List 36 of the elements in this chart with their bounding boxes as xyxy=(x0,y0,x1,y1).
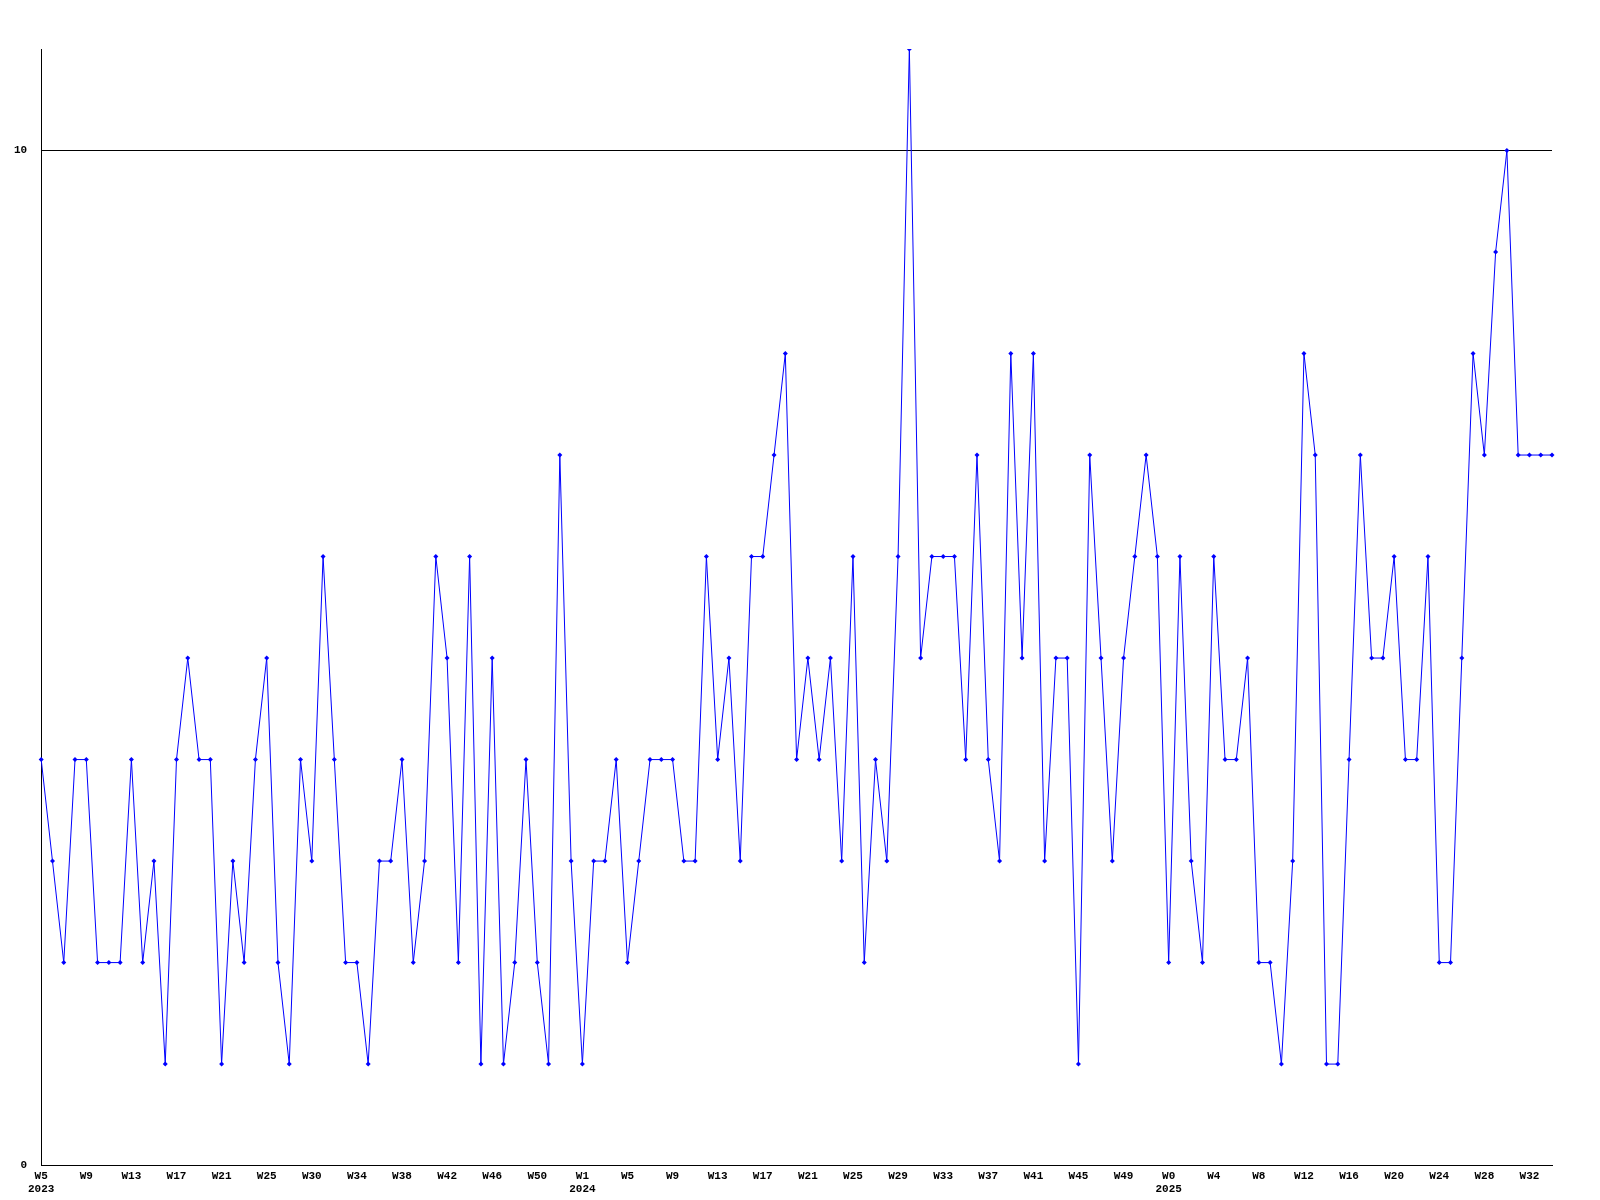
x-tick-label: W25 xyxy=(843,1169,864,1182)
x-tick-label: W5 xyxy=(620,1169,635,1182)
x-tick-label: W24 xyxy=(1429,1169,1450,1182)
x-tick-label: W34 xyxy=(346,1169,368,1182)
x-tick-label: W16 xyxy=(1339,1169,1359,1182)
x-tick-label: W46 xyxy=(482,1169,503,1182)
x-tick-label: W5 2023 xyxy=(28,1169,55,1196)
x-tick-label: W28 xyxy=(1474,1169,1495,1182)
x-tick-label: W20 xyxy=(1384,1169,1405,1182)
x-tick-label: W33 xyxy=(933,1169,954,1182)
x-tick-label: W50 xyxy=(527,1169,548,1182)
x-tick-label: W21 xyxy=(797,1169,819,1182)
x-tick-label: W13 xyxy=(707,1169,728,1182)
y-tick-label: 0 xyxy=(20,1159,28,1172)
x-tick-label: W17 xyxy=(166,1169,187,1182)
x-tick-label: W4 xyxy=(1207,1169,1221,1182)
y-tick-label: 10 xyxy=(14,144,28,157)
x-tick-label: W9 xyxy=(79,1169,93,1182)
x-tick-label: W32 xyxy=(1519,1169,1540,1182)
x-tick-label: W12 xyxy=(1294,1169,1314,1182)
x-tick-label: W1 2024 xyxy=(569,1169,596,1196)
x-tick-label: W8 xyxy=(1252,1169,1266,1182)
x-tick-label: W42 xyxy=(437,1169,457,1182)
x-tick-label: W13 xyxy=(121,1169,142,1182)
x-tick-label: W41 xyxy=(1023,1169,1044,1182)
x-tick-label: W25 xyxy=(256,1169,277,1182)
x-tick-label: W29 xyxy=(888,1169,908,1182)
x-tick-label: W0 2025 xyxy=(1155,1169,1183,1196)
x-tick-label: W45 xyxy=(1068,1169,1089,1182)
x-tick-label: W30 xyxy=(301,1169,322,1182)
x-tick-label: W49 xyxy=(1113,1169,1134,1182)
x-tick-label: W21 xyxy=(211,1169,232,1182)
x-tick-label: W37 xyxy=(978,1169,999,1182)
x-tick-label: W17 xyxy=(752,1169,773,1182)
x-tick-label: W9 xyxy=(665,1169,680,1182)
x-tick-label: W38 xyxy=(392,1169,413,1182)
